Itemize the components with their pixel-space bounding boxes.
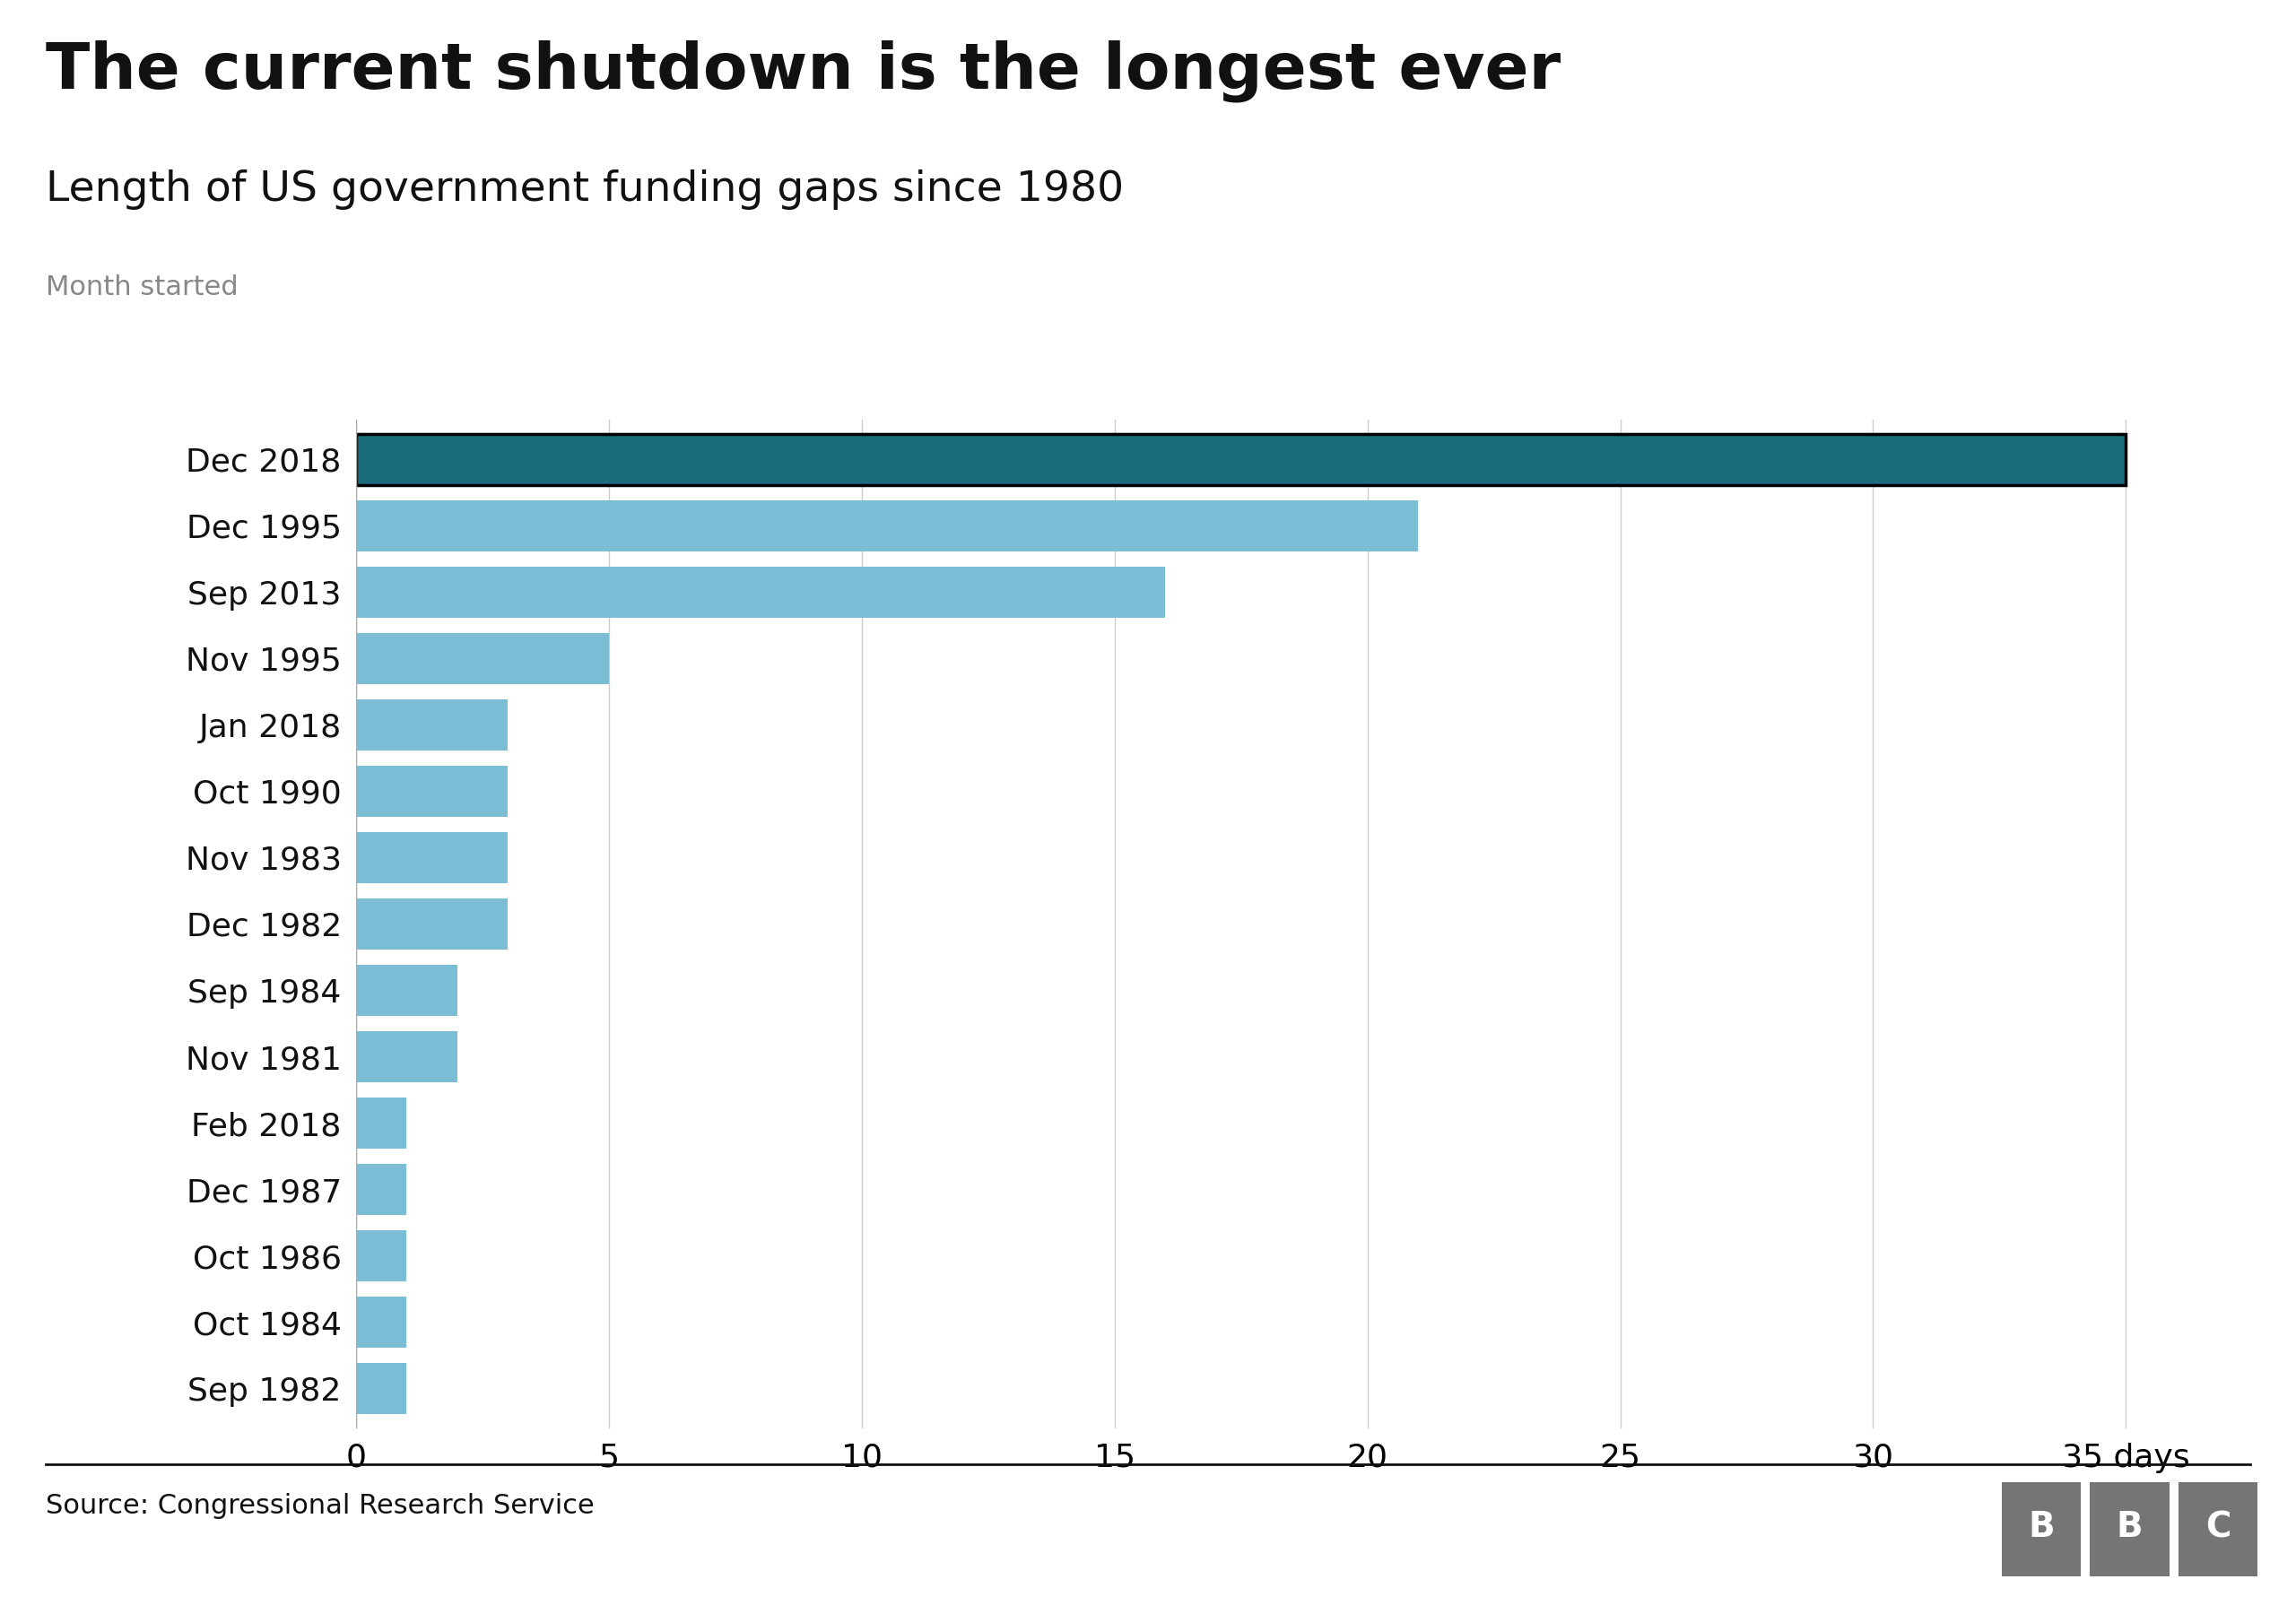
- Bar: [356, 1296, 406, 1348]
- Text: B: B: [2117, 1511, 2142, 1545]
- Bar: [356, 897, 507, 951]
- Text: Length of US government funding gaps since 1980: Length of US government funding gaps sin…: [46, 169, 1125, 210]
- Bar: [2179, 1482, 2257, 1577]
- Bar: [2002, 1482, 2080, 1577]
- Bar: [356, 831, 507, 883]
- Bar: [356, 765, 507, 817]
- Bar: [356, 434, 2126, 486]
- Bar: [356, 1098, 406, 1149]
- Bar: [2089, 1482, 2170, 1577]
- Bar: [356, 1164, 406, 1215]
- Text: B: B: [2027, 1511, 2055, 1545]
- Text: C: C: [2204, 1511, 2232, 1545]
- Bar: [356, 434, 2126, 486]
- Bar: [356, 699, 507, 751]
- Text: Month started: Month started: [46, 274, 239, 300]
- Bar: [356, 965, 457, 1017]
- Bar: [356, 633, 608, 684]
- Bar: [356, 500, 1419, 552]
- Bar: [356, 1230, 406, 1282]
- Bar: [356, 1362, 406, 1414]
- Text: Source: Congressional Research Service: Source: Congressional Research Service: [46, 1493, 595, 1519]
- Bar: [356, 567, 1164, 618]
- Text: The current shutdown is the longest ever: The current shutdown is the longest ever: [46, 40, 1561, 103]
- Bar: [356, 1031, 457, 1083]
